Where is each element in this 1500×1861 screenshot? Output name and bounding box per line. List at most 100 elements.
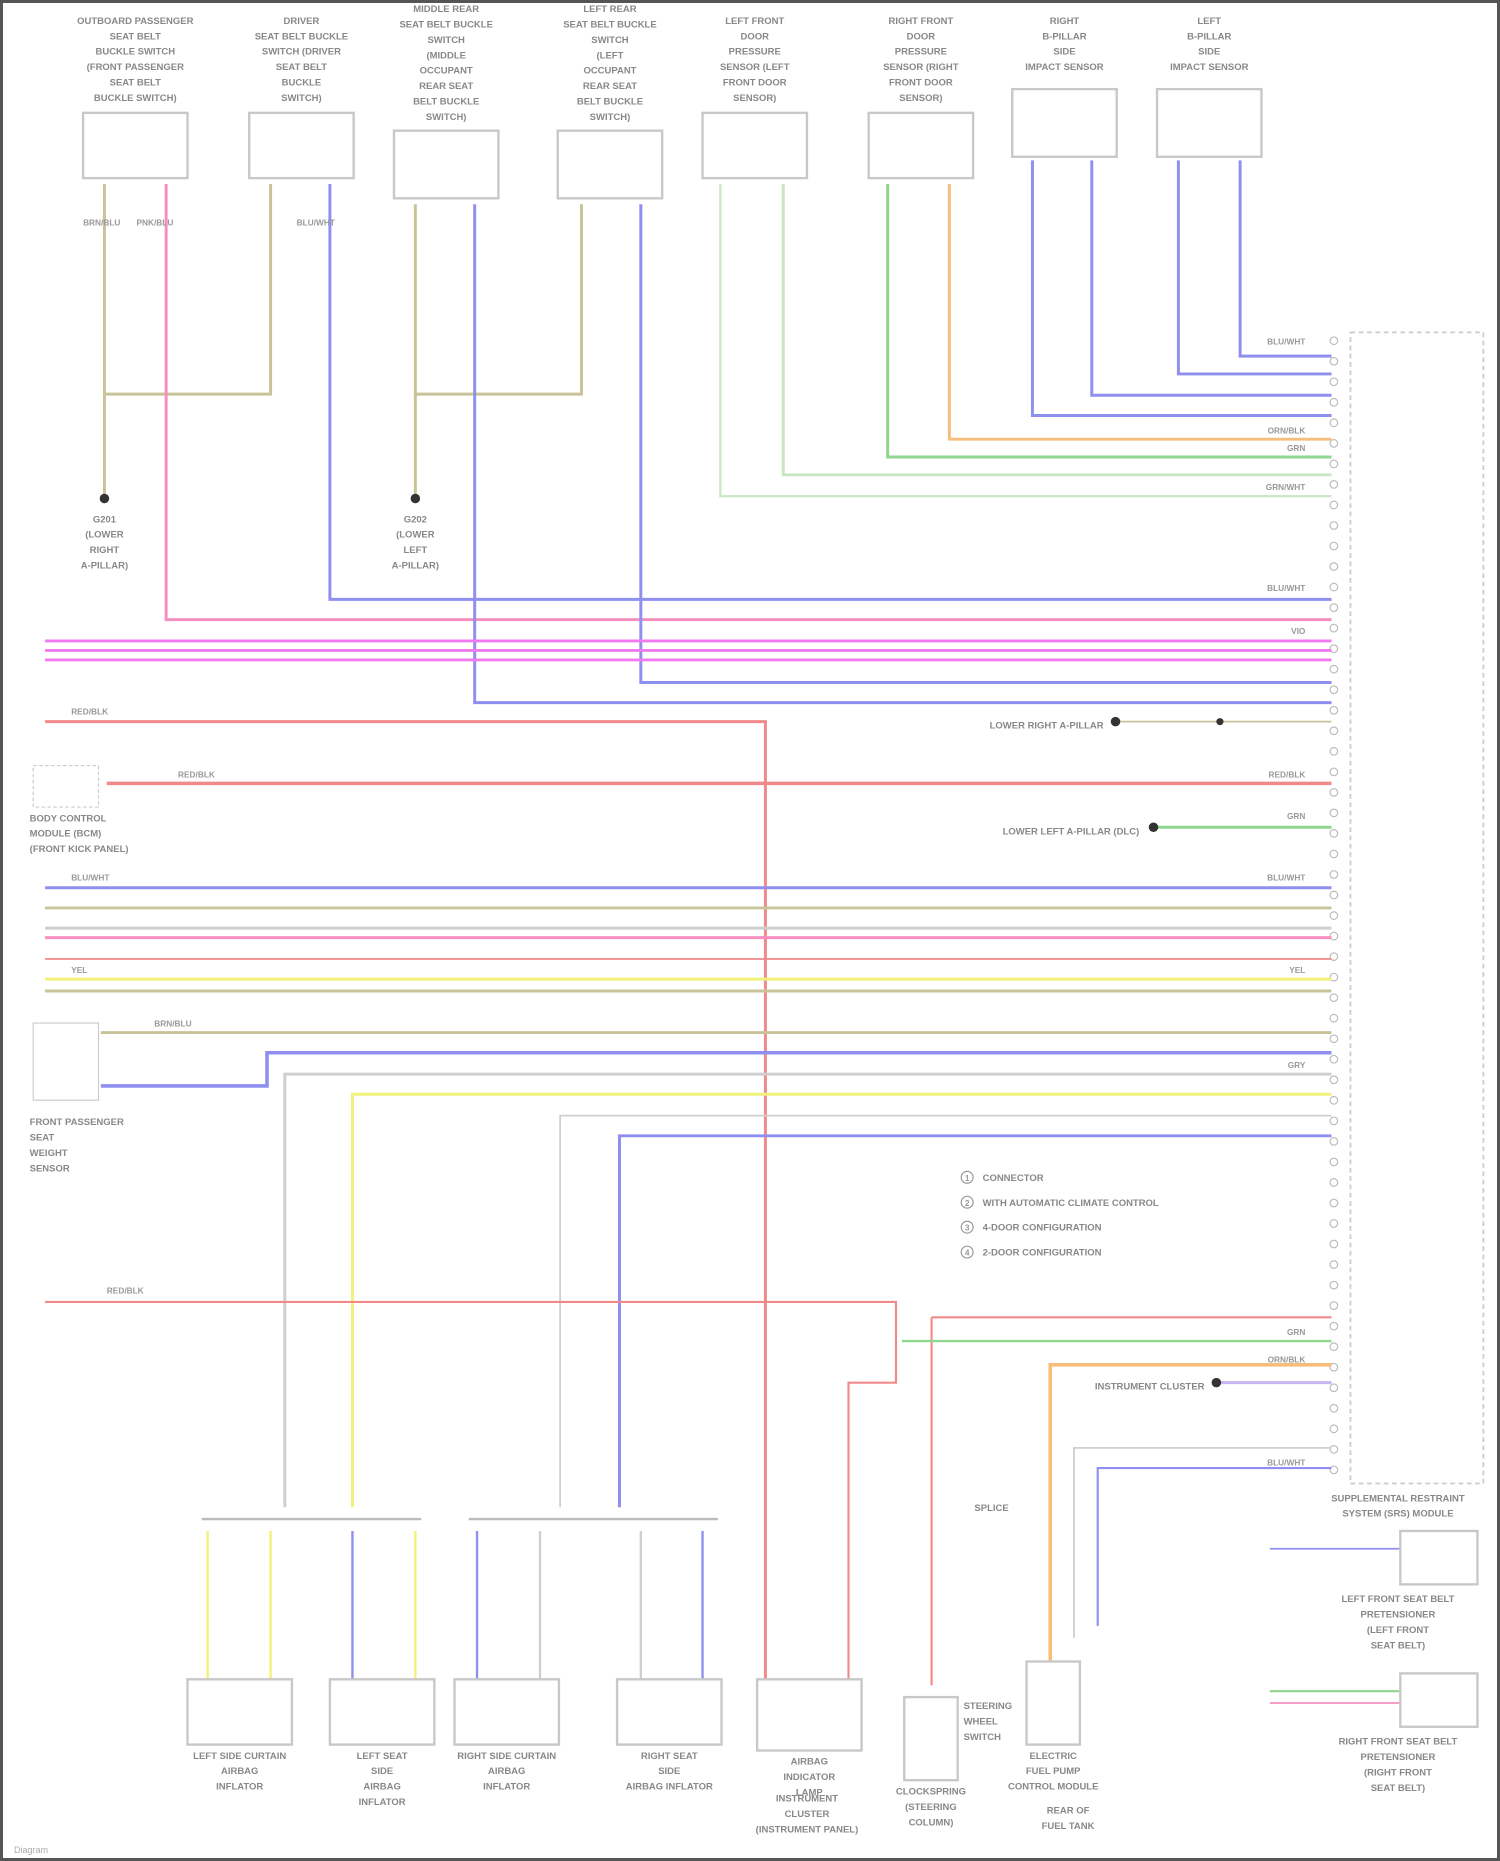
component-label: SEAT BELT BUCKLE bbox=[563, 19, 656, 30]
component-label: COLUMN) bbox=[909, 1817, 954, 1828]
component-label: LEFT FRONT SEAT BELT bbox=[1341, 1594, 1454, 1605]
component-label: LEFT FRONT bbox=[725, 16, 784, 27]
wire-label: BLU/WHT bbox=[1267, 336, 1305, 346]
connector-pin bbox=[1329, 356, 1339, 366]
connector-pin bbox=[1329, 480, 1339, 489]
weight-sensor-box bbox=[32, 1022, 100, 1101]
ground-label: RIGHT bbox=[90, 545, 120, 556]
component-label: INFLATOR bbox=[216, 1782, 263, 1793]
component-label: BELT BUCKLE bbox=[577, 97, 643, 108]
component-box bbox=[903, 1695, 959, 1782]
connector-pin bbox=[1329, 336, 1339, 346]
connector-pin bbox=[1329, 746, 1339, 756]
component-label: SWITCH (DRIVER bbox=[262, 47, 341, 58]
connector-pin bbox=[1329, 1198, 1339, 1208]
connector-pin bbox=[1329, 931, 1339, 941]
component-box bbox=[755, 1678, 863, 1752]
wire-blue bbox=[1096, 1467, 1332, 1626]
component-label: RIGHT bbox=[1050, 16, 1080, 27]
ground-label: A-PILLAR) bbox=[392, 561, 439, 572]
connector-pin bbox=[1329, 911, 1339, 920]
connector-pin bbox=[1329, 808, 1339, 818]
ground-label: A-PILLAR) bbox=[81, 561, 128, 572]
component-box bbox=[453, 1678, 561, 1746]
connector-pin bbox=[1329, 562, 1339, 571]
connector-pin bbox=[1329, 1321, 1339, 1331]
component-label: LEFT REAR bbox=[583, 4, 636, 15]
ground-label: LEFT bbox=[403, 545, 427, 556]
component-label: (LEFT FRONT bbox=[1367, 1625, 1429, 1636]
connector-pin bbox=[1329, 1362, 1339, 1372]
legend-text: 4-DOOR CONFIGURATION bbox=[983, 1223, 1102, 1234]
connector-pin bbox=[1329, 397, 1339, 407]
connector-pin bbox=[1329, 870, 1339, 879]
component-box bbox=[1011, 87, 1118, 158]
wire-blue bbox=[473, 204, 1332, 705]
wire-grey bbox=[1073, 1447, 1332, 1638]
component-box bbox=[1399, 1672, 1479, 1728]
side-note: SPLICE bbox=[974, 1503, 1008, 1514]
component-label: SEAT BELT bbox=[110, 78, 161, 89]
wire-label: VIO bbox=[1291, 626, 1306, 636]
component-box bbox=[1155, 87, 1263, 158]
wire-tan bbox=[102, 184, 273, 396]
component-label: BUCKLE SWITCH) bbox=[94, 93, 177, 104]
component-box bbox=[867, 111, 975, 180]
wire-blue bbox=[639, 204, 1332, 684]
legend-text: 2-DOOR CONFIGURATION bbox=[983, 1248, 1102, 1259]
side-note: INSTRUMENT CLUSTER bbox=[1095, 1382, 1205, 1393]
component-label: MIDDLE REAR bbox=[413, 4, 479, 15]
component-label: AIRBAG bbox=[791, 1757, 828, 1768]
component-label: (LEFT bbox=[597, 50, 624, 61]
wire-label: YEL bbox=[71, 965, 87, 975]
note-label: SWITCH bbox=[964, 1732, 1002, 1743]
wire-label: BLU/WHT bbox=[1267, 873, 1305, 883]
connector-pin bbox=[1329, 541, 1339, 551]
wire-blue bbox=[617, 1134, 1332, 1508]
wire-yellow bbox=[350, 1092, 1332, 1508]
connector-pin bbox=[1329, 1239, 1339, 1249]
wire-lightgreen bbox=[781, 184, 1332, 477]
connector-pin bbox=[1329, 1136, 1339, 1146]
connector-pin bbox=[1329, 1075, 1339, 1085]
component-label: FRONT DOOR bbox=[723, 78, 787, 89]
component-label: LAMP bbox=[796, 1788, 823, 1799]
side-note: LOWER LEFT A-PILLAR (DLC) bbox=[1003, 826, 1140, 837]
component-label: SIDE bbox=[1053, 47, 1075, 58]
component-label: (MIDDLE bbox=[426, 50, 466, 61]
note-label: (INSTRUMENT PANEL) bbox=[756, 1824, 859, 1835]
ground-label: G202 bbox=[404, 514, 427, 525]
component-box bbox=[81, 111, 189, 180]
component-label: SENSOR) bbox=[899, 93, 942, 104]
connector-pin bbox=[1329, 705, 1339, 715]
component-label: AIRBAG INFLATOR bbox=[626, 1782, 713, 1793]
connector-pin bbox=[1329, 767, 1339, 777]
component-label: SWITCH) bbox=[590, 112, 631, 123]
connector-pin bbox=[1329, 787, 1339, 797]
component-box bbox=[392, 129, 500, 200]
component-label: SIDE bbox=[371, 1766, 393, 1777]
component-label: ELECTRIC bbox=[1029, 1751, 1077, 1762]
component-label: PRESSURE bbox=[895, 47, 947, 58]
note-label: REAR OF bbox=[1047, 1805, 1090, 1816]
component-label: PRESSURE bbox=[729, 47, 781, 58]
component-box bbox=[615, 1678, 723, 1746]
note-label: INSTRUMENT bbox=[776, 1794, 838, 1805]
component-label: (STEERING bbox=[905, 1802, 957, 1813]
component-label: (FRONT KICK PANEL) bbox=[30, 844, 129, 855]
wire-label: BLU/WHT bbox=[1267, 1458, 1305, 1468]
legend-symbol: 1 bbox=[965, 1173, 970, 1183]
legend-text: CONNECTOR bbox=[983, 1173, 1044, 1184]
connector-pin bbox=[1329, 644, 1339, 654]
component-label: BUCKLE SWITCH bbox=[96, 47, 176, 58]
wire-label: ORN/BLK bbox=[1268, 1354, 1306, 1364]
connector-pin bbox=[1329, 1095, 1339, 1105]
wire-label: ORN/BLK bbox=[1268, 425, 1306, 435]
component-label: SIDE bbox=[1198, 47, 1220, 58]
wire-lightgreen bbox=[719, 184, 1332, 498]
component-label: PRETENSIONER bbox=[1361, 1610, 1436, 1621]
wire-label: RED/BLK bbox=[1269, 769, 1306, 779]
connector-pin bbox=[1329, 1383, 1339, 1393]
